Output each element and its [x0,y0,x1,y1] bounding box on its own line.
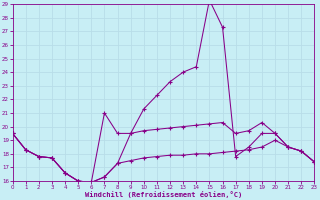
X-axis label: Windchill (Refroidissement éolien,°C): Windchill (Refroidissement éolien,°C) [85,191,242,198]
